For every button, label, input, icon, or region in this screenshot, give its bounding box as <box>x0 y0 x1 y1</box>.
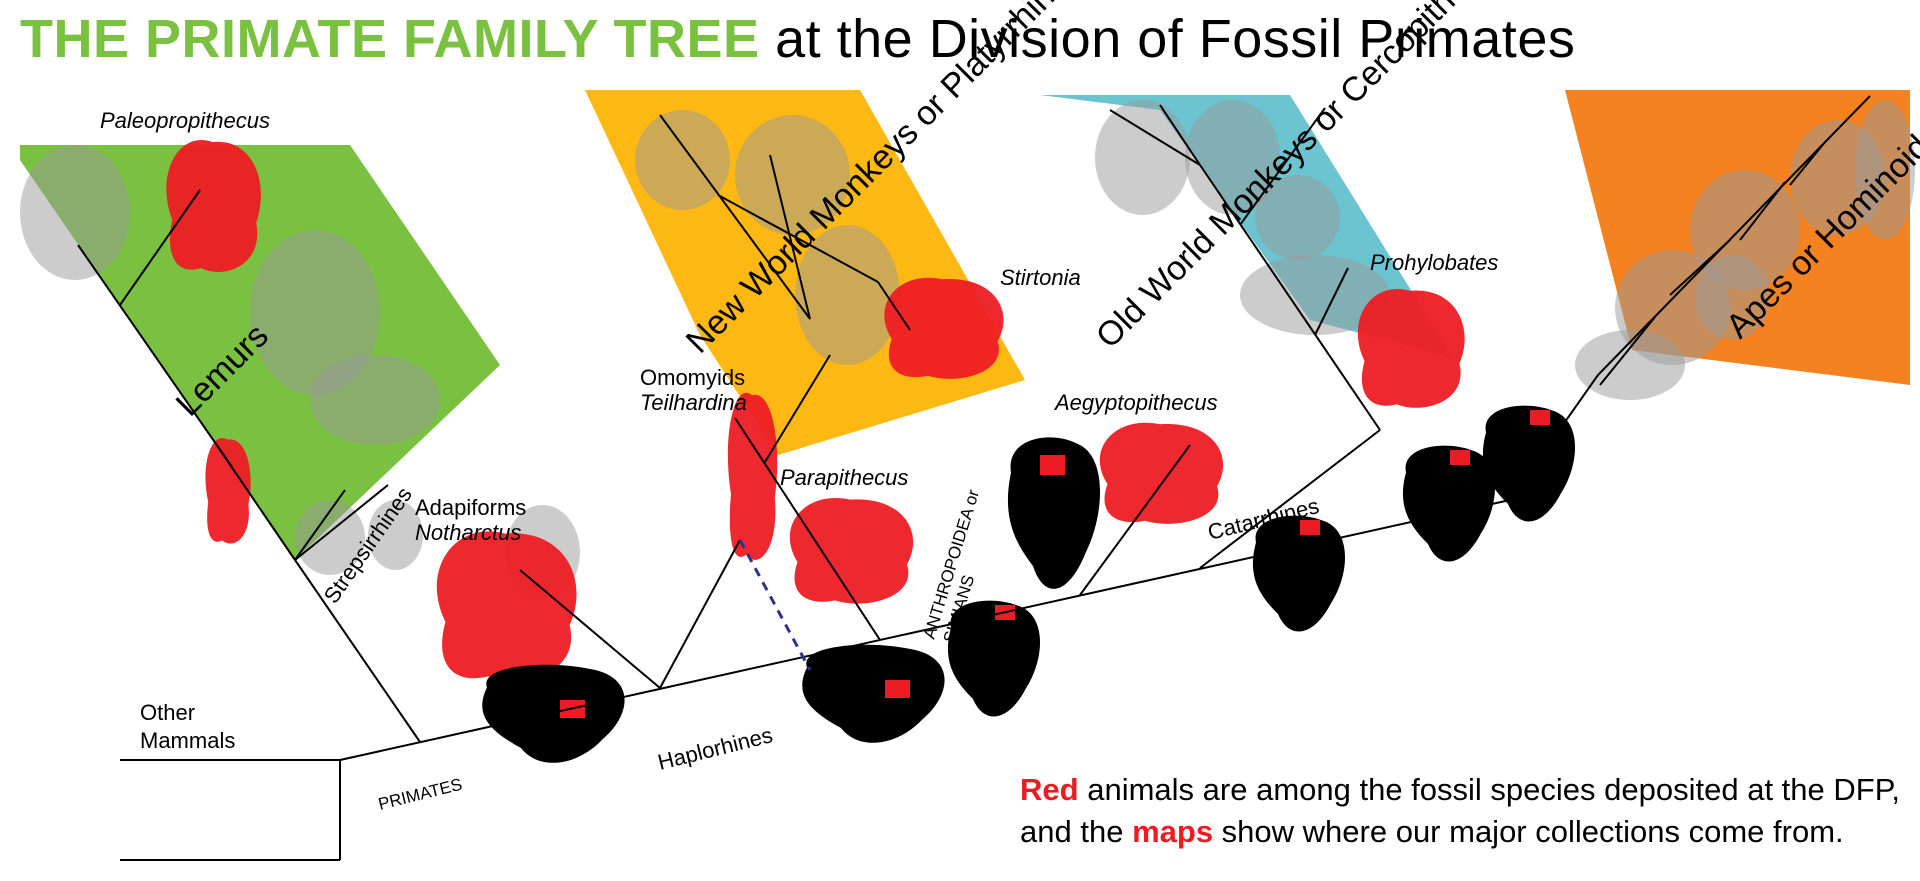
photo-lemur-ayeaye <box>310 355 440 445</box>
map-usa-2 <box>802 645 944 743</box>
lbl-other-mammals-2: Mammals <box>140 728 235 753</box>
fossil-madagascar <box>205 438 250 544</box>
legend-line-1: Red animals are among the fossil species… <box>1020 769 1900 811</box>
fossil-stirtonia <box>884 278 1003 379</box>
legend-red-2: maps <box>1132 814 1213 849</box>
lbl-primates: PRIMATES <box>376 775 464 814</box>
branch-line <box>660 540 740 688</box>
map-usa-1 <box>482 665 624 763</box>
legend-text-2: and the <box>1020 814 1132 849</box>
map-highlight-southamerica <box>1040 455 1065 475</box>
lbl-adapiforms-1: Adapiforms <box>415 495 526 520</box>
fossil-prohylobates <box>1358 289 1465 408</box>
legend-text-1: animals are among the fossil species dep… <box>1079 772 1900 807</box>
map-highlight-usa-2 <box>885 680 910 698</box>
lbl-parapithecus: Parapithecus <box>780 465 908 490</box>
lbl-aegyptopithecus: Aegyptopithecus <box>1053 390 1218 415</box>
legend: Red animals are among the fossil species… <box>1020 769 1900 853</box>
map-africa-4 <box>1483 406 1575 522</box>
lbl-other-mammals-1: Other <box>140 700 195 725</box>
map-africa-2 <box>1253 516 1345 632</box>
legend-text-3: show where our major collections come fr… <box>1213 814 1844 849</box>
lbl-paleopropithecus: Paleopropithecus <box>100 108 270 133</box>
tree-svg: Lemurs New World Monkeys or Platyrrhines… <box>0 0 1920 881</box>
lbl-stirtonia: Stirtonia <box>1000 265 1081 290</box>
stage: THE PRIMATE FAMILY TREE at the Division … <box>0 0 1920 881</box>
lbl-omomyids-1: Omomyids <box>640 365 745 390</box>
lbl-prohylobates: Prohylobates <box>1370 250 1498 275</box>
lbl-haplorhines: Haplorhines <box>655 722 775 775</box>
legend-line-2: and the maps show where our major collec… <box>1020 811 1900 853</box>
photo-macaque-1 <box>1095 100 1190 215</box>
fossil-parapithecus <box>790 498 913 604</box>
fossil-aegyptopithecus <box>1100 423 1223 524</box>
fossil-paleopropithecus <box>166 140 261 272</box>
map-highlight-africa-4 <box>1530 410 1550 425</box>
map-silhouettes <box>482 406 1575 763</box>
lbl-adapiforms-2: Notharctus <box>415 520 521 545</box>
fossil-adapiforms <box>437 531 577 681</box>
branch-line <box>295 560 420 742</box>
legend-red-1: Red <box>1020 772 1079 807</box>
map-highlight-africa-2 <box>1300 520 1320 535</box>
map-highlight-africa-3 <box>1450 450 1470 465</box>
map-africa-3 <box>1403 446 1495 562</box>
photo-tamarin <box>635 110 730 210</box>
lbl-omomyids-2: Teilhardina <box>640 390 747 415</box>
photo-lemur-sifaka <box>20 145 130 280</box>
